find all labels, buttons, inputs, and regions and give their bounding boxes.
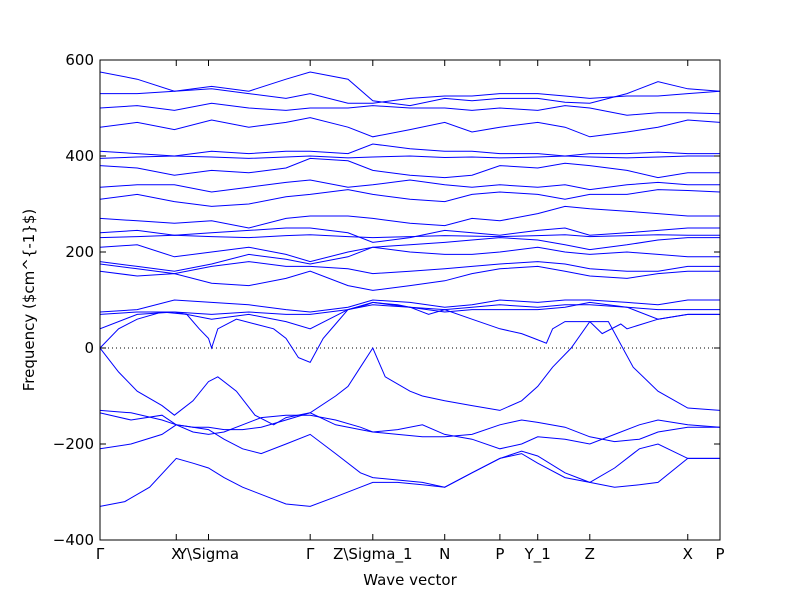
band-24 [100, 424, 720, 488]
band-9 [100, 189, 720, 207]
band-20 [100, 301, 720, 364]
x-tick-label: Z\Sigma_1 [333, 545, 412, 564]
x-tick-label: N [439, 545, 450, 563]
band-8 [100, 179, 720, 193]
band-15 [100, 261, 720, 275]
band-1 [100, 71, 720, 107]
band-13 [100, 237, 720, 263]
x-tick-label: P [495, 545, 504, 563]
band-19 [100, 301, 720, 330]
y-tick-label: 600 [65, 51, 94, 69]
phonon-bands [100, 71, 720, 507]
x-tick-label: X [171, 545, 181, 563]
band-14 [100, 246, 720, 272]
band-21 [100, 321, 720, 426]
x-tick-label: Z [585, 545, 595, 563]
y-tick-label: −400 [53, 531, 94, 549]
band-25 [100, 453, 720, 507]
band-5 [100, 143, 720, 157]
band-12 [100, 234, 720, 239]
band-4 [100, 117, 720, 138]
plot-frame [99, 59, 721, 541]
y-tick-label: 400 [65, 147, 94, 165]
band-6 [100, 155, 720, 159]
band-11 [100, 227, 720, 243]
band-7 [100, 157, 720, 179]
band-17 [100, 299, 720, 313]
x-tick-label: Γ [306, 545, 315, 563]
y-axis-label: Frequency ($cm^{-1}$) [20, 209, 38, 392]
x-axis-label: Wave vector [363, 571, 457, 589]
y-axis-ticks: −400 −200 0 200 400 600 [53, 51, 720, 549]
y-tick-label: 200 [65, 243, 94, 261]
x-tick-label: Y_1 [524, 545, 551, 564]
y-tick-label: −200 [53, 435, 94, 453]
plot-area [100, 60, 720, 540]
x-tick-label: Y\Sigma [177, 545, 239, 563]
band-10 [100, 205, 720, 229]
x-axis-ticks: Γ XY\Sigma Γ Z\Sigma_1 N P Y_1 Z X P [96, 60, 725, 564]
band-2 [100, 88, 720, 104]
band-3 [100, 102, 720, 116]
x-tick-label: P [715, 545, 724, 563]
x-tick-label: Γ [96, 545, 105, 563]
band-23 [100, 412, 720, 450]
x-tick-label: X [683, 545, 693, 563]
y-tick-label: 0 [84, 339, 94, 357]
band-16 [100, 265, 720, 291]
